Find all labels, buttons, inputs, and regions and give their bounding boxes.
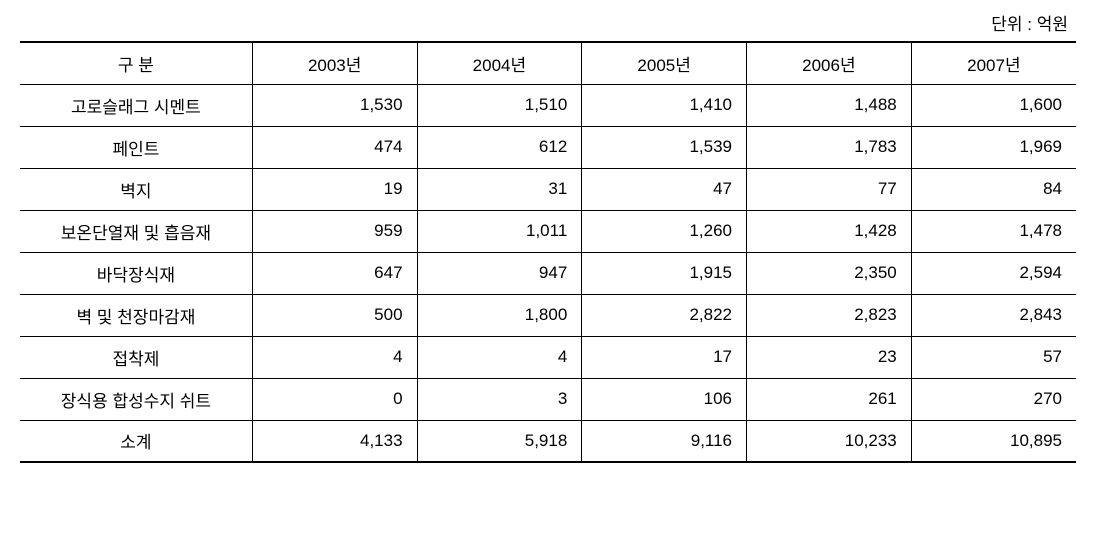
- row-value: 1,011: [417, 210, 582, 252]
- row-value: 4: [417, 336, 582, 378]
- row-value: 1,410: [582, 84, 747, 126]
- table-row: 벽지 19 31 47 77 84: [20, 168, 1076, 210]
- column-header-2004: 2004년: [417, 42, 582, 84]
- row-value: 1,260: [582, 210, 747, 252]
- row-value: 84: [911, 168, 1076, 210]
- row-value: 3: [417, 378, 582, 420]
- row-value: 2,594: [911, 252, 1076, 294]
- row-value: 4: [252, 336, 417, 378]
- row-label: 페인트: [20, 126, 252, 168]
- column-header-2007: 2007년: [911, 42, 1076, 84]
- row-label: 보온단열재 및 흡음재: [20, 210, 252, 252]
- row-label: 벽 및 천장마감재: [20, 294, 252, 336]
- row-value: 17: [582, 336, 747, 378]
- table-row: 페인트 474 612 1,539 1,783 1,969: [20, 126, 1076, 168]
- row-value: 612: [417, 126, 582, 168]
- row-value: 77: [747, 168, 912, 210]
- table-row: 보온단열재 및 흡음재 959 1,011 1,260 1,428 1,478: [20, 210, 1076, 252]
- row-value: 57: [911, 336, 1076, 378]
- row-label: 벽지: [20, 168, 252, 210]
- row-value: 5,918: [417, 420, 582, 462]
- row-label: 장식용 합성수지 쉬트: [20, 378, 252, 420]
- row-value: 474: [252, 126, 417, 168]
- row-value: 10,895: [911, 420, 1076, 462]
- row-label: 고로슬래그 시멘트: [20, 84, 252, 126]
- row-value: 947: [417, 252, 582, 294]
- row-value: 1,530: [252, 84, 417, 126]
- table-row: 바닥장식재 647 947 1,915 2,350 2,594: [20, 252, 1076, 294]
- table-row-subtotal: 소계 4,133 5,918 9,116 10,233 10,895: [20, 420, 1076, 462]
- row-value: 1,800: [417, 294, 582, 336]
- table-row: 고로슬래그 시멘트 1,530 1,510 1,410 1,488 1,600: [20, 84, 1076, 126]
- row-value: 2,822: [582, 294, 747, 336]
- row-value: 1,915: [582, 252, 747, 294]
- row-value: 0: [252, 378, 417, 420]
- table-header-row: 구 분 2003년 2004년 2005년 2006년 2007년: [20, 42, 1076, 84]
- row-value: 106: [582, 378, 747, 420]
- row-value: 270: [911, 378, 1076, 420]
- table-row: 장식용 합성수지 쉬트 0 3 106 261 270: [20, 378, 1076, 420]
- column-header-category: 구 분: [20, 42, 252, 84]
- row-value: 9,116: [582, 420, 747, 462]
- column-header-2006: 2006년: [747, 42, 912, 84]
- table-row: 벽 및 천장마감재 500 1,800 2,822 2,823 2,843: [20, 294, 1076, 336]
- row-value: 261: [747, 378, 912, 420]
- row-value: 2,350: [747, 252, 912, 294]
- row-value: 47: [582, 168, 747, 210]
- row-label: 접착제: [20, 336, 252, 378]
- column-header-2005: 2005년: [582, 42, 747, 84]
- table-row: 접착제 4 4 17 23 57: [20, 336, 1076, 378]
- row-value: 959: [252, 210, 417, 252]
- row-value: 19: [252, 168, 417, 210]
- row-value: 2,823: [747, 294, 912, 336]
- unit-label: 단위 : 억원: [20, 10, 1076, 35]
- column-header-2003: 2003년: [252, 42, 417, 84]
- row-label: 소계: [20, 420, 252, 462]
- row-value: 10,233: [747, 420, 912, 462]
- row-value: 500: [252, 294, 417, 336]
- data-table: 구 분 2003년 2004년 2005년 2006년 2007년 고로슬래그 …: [20, 41, 1076, 463]
- row-value: 4,133: [252, 420, 417, 462]
- row-value: 1,783: [747, 126, 912, 168]
- row-value: 1,600: [911, 84, 1076, 126]
- row-value: 1,539: [582, 126, 747, 168]
- row-label: 바닥장식재: [20, 252, 252, 294]
- row-value: 2,843: [911, 294, 1076, 336]
- row-value: 1,969: [911, 126, 1076, 168]
- row-value: 1,488: [747, 84, 912, 126]
- row-value: 647: [252, 252, 417, 294]
- row-value: 1,478: [911, 210, 1076, 252]
- row-value: 31: [417, 168, 582, 210]
- row-value: 1,510: [417, 84, 582, 126]
- row-value: 1,428: [747, 210, 912, 252]
- row-value: 23: [747, 336, 912, 378]
